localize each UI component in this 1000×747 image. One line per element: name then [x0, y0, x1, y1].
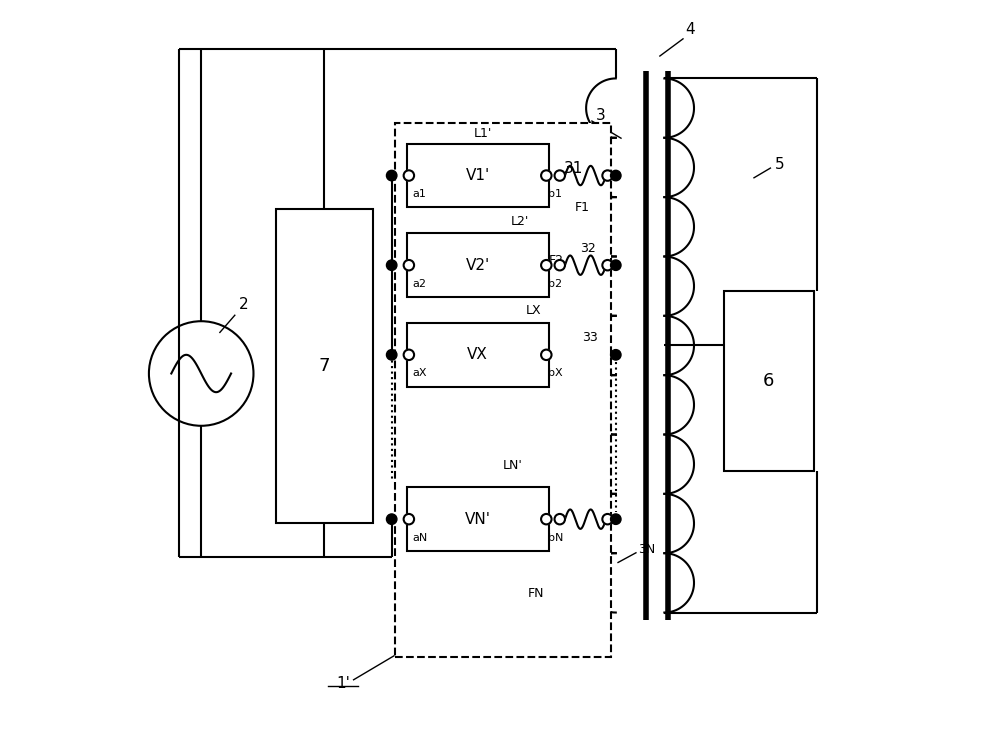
- Bar: [407, 143, 549, 208]
- Text: 32: 32: [580, 241, 596, 255]
- Circle shape: [611, 260, 621, 270]
- Circle shape: [404, 514, 414, 524]
- Text: 6: 6: [763, 372, 775, 390]
- Text: F2: F2: [549, 254, 564, 267]
- Circle shape: [611, 514, 621, 524]
- Text: aX: aX: [413, 368, 427, 378]
- Circle shape: [404, 350, 414, 360]
- Circle shape: [386, 260, 397, 270]
- Text: 3: 3: [596, 108, 606, 123]
- Text: F1: F1: [575, 202, 590, 214]
- Text: 5: 5: [775, 157, 785, 172]
- Bar: [395, 123, 611, 657]
- Circle shape: [541, 260, 552, 270]
- Bar: [407, 323, 549, 387]
- Text: 7: 7: [319, 357, 330, 375]
- Text: L2': L2': [511, 215, 529, 228]
- Circle shape: [602, 170, 613, 181]
- Circle shape: [602, 514, 613, 524]
- Circle shape: [541, 514, 552, 524]
- Circle shape: [602, 260, 613, 270]
- Bar: [276, 209, 373, 523]
- Circle shape: [386, 514, 397, 524]
- Text: FN: FN: [528, 587, 544, 600]
- Text: LN': LN': [503, 459, 523, 472]
- Bar: [724, 291, 814, 471]
- Circle shape: [541, 350, 552, 360]
- Text: bN: bN: [548, 533, 563, 542]
- Text: 3N: 3N: [638, 542, 655, 556]
- Text: LX: LX: [526, 305, 541, 317]
- Text: VX: VX: [467, 347, 488, 362]
- Text: b1: b1: [548, 189, 562, 199]
- Text: 33: 33: [582, 331, 598, 344]
- Circle shape: [555, 514, 565, 524]
- Text: L1': L1': [474, 128, 492, 140]
- Circle shape: [611, 170, 621, 181]
- Text: VN': VN': [465, 512, 491, 527]
- Circle shape: [386, 170, 397, 181]
- Text: a2: a2: [413, 279, 427, 288]
- Circle shape: [555, 170, 565, 181]
- Circle shape: [404, 170, 414, 181]
- Text: aN: aN: [413, 533, 428, 542]
- Bar: [407, 487, 549, 551]
- Text: 4: 4: [686, 22, 695, 37]
- Text: 31: 31: [564, 161, 583, 176]
- Circle shape: [555, 260, 565, 270]
- Text: 1': 1': [336, 676, 350, 691]
- Circle shape: [611, 350, 621, 360]
- Text: a1: a1: [413, 189, 426, 199]
- Text: bX: bX: [548, 368, 562, 378]
- Text: b2: b2: [548, 279, 562, 288]
- Circle shape: [386, 350, 397, 360]
- Text: V1': V1': [465, 168, 490, 183]
- Circle shape: [404, 260, 414, 270]
- Text: 2: 2: [239, 297, 248, 312]
- Text: V2': V2': [465, 258, 490, 273]
- Bar: [407, 233, 549, 297]
- Circle shape: [541, 170, 552, 181]
